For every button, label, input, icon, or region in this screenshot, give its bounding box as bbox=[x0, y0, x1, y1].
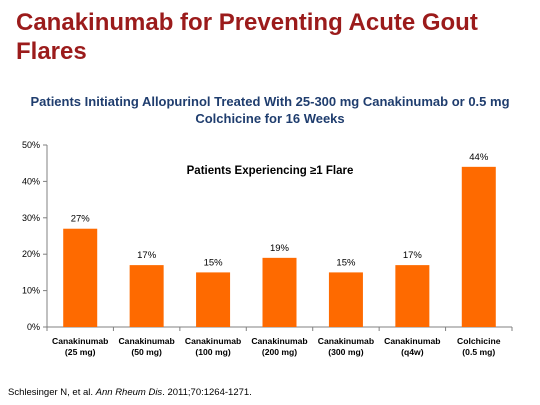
category-label: Colchicine (0.5 mg) bbox=[457, 336, 501, 357]
y-tick-label: 10% bbox=[22, 286, 40, 296]
category-label-line: (25 mg) bbox=[65, 347, 96, 357]
category-label: Canakinumab (200 mg) bbox=[251, 336, 307, 357]
bar bbox=[196, 272, 231, 327]
category-label-line: Canakinumab bbox=[318, 336, 374, 346]
category-label-line: Canakinumab bbox=[185, 336, 241, 346]
category-label-line: (q4w) bbox=[401, 347, 424, 357]
y-tick-label: 40% bbox=[22, 176, 40, 186]
bar-value-label: 17% bbox=[137, 250, 157, 261]
bar bbox=[63, 228, 98, 327]
slide-title: Canakinumab for Preventing Acute Gout Fl… bbox=[16, 9, 478, 65]
bar-value-label: 44% bbox=[469, 152, 489, 163]
category-label: Canakinumab (100 mg) bbox=[185, 336, 241, 357]
category-label-line: Colchicine bbox=[457, 336, 501, 346]
category-label: Canakinumab (300 mg) bbox=[318, 336, 374, 357]
chart-subtitle: Patients Experiencing ≥1 Flare bbox=[187, 165, 354, 177]
category-label: Canakinumab (50 mg) bbox=[118, 336, 174, 357]
bar-value-label: 27% bbox=[71, 214, 91, 225]
category-label-line: Canakinumab bbox=[384, 336, 440, 346]
category-label-line: Canakinumab bbox=[52, 336, 108, 346]
citation: Schlesinger N, et al. Ann Rheum Dis. 201… bbox=[8, 387, 252, 398]
category-label: Canakinumab (25 mg) bbox=[52, 336, 108, 357]
y-tick-label: 50% bbox=[22, 140, 40, 150]
y-tick-label: 0% bbox=[27, 322, 40, 332]
bar bbox=[129, 265, 164, 327]
category-label-line: (0.5 mg) bbox=[462, 347, 495, 357]
y-tick-label: 20% bbox=[22, 249, 40, 259]
citation-details: . 2011;70:1264-1271. bbox=[162, 387, 252, 398]
bar bbox=[395, 265, 430, 327]
category-label-line: (100 mg) bbox=[195, 347, 230, 357]
category-label: Canakinumab (q4w) bbox=[384, 336, 440, 357]
bar-value-label: 15% bbox=[204, 257, 224, 268]
bar bbox=[461, 166, 496, 327]
category-label-line: (200 mg) bbox=[262, 347, 297, 357]
category-label-line: Canakinumab bbox=[251, 336, 307, 346]
chart-title: Patients Initiating Allopurinol Treated … bbox=[30, 94, 510, 126]
bar bbox=[328, 272, 363, 327]
bar-value-label: 19% bbox=[270, 243, 290, 254]
bar-value-label: 17% bbox=[403, 250, 423, 261]
category-label-line: Canakinumab bbox=[118, 336, 174, 346]
citation-journal: Ann Rheum Dis bbox=[95, 387, 163, 398]
citation-authors: Schlesinger N, et al. bbox=[8, 387, 94, 398]
bar bbox=[262, 257, 297, 327]
bar-value-label: 15% bbox=[336, 257, 356, 268]
category-label-line: (50 mg) bbox=[131, 347, 162, 357]
y-tick-label: 30% bbox=[22, 213, 40, 223]
category-label-line: (300 mg) bbox=[328, 347, 363, 357]
